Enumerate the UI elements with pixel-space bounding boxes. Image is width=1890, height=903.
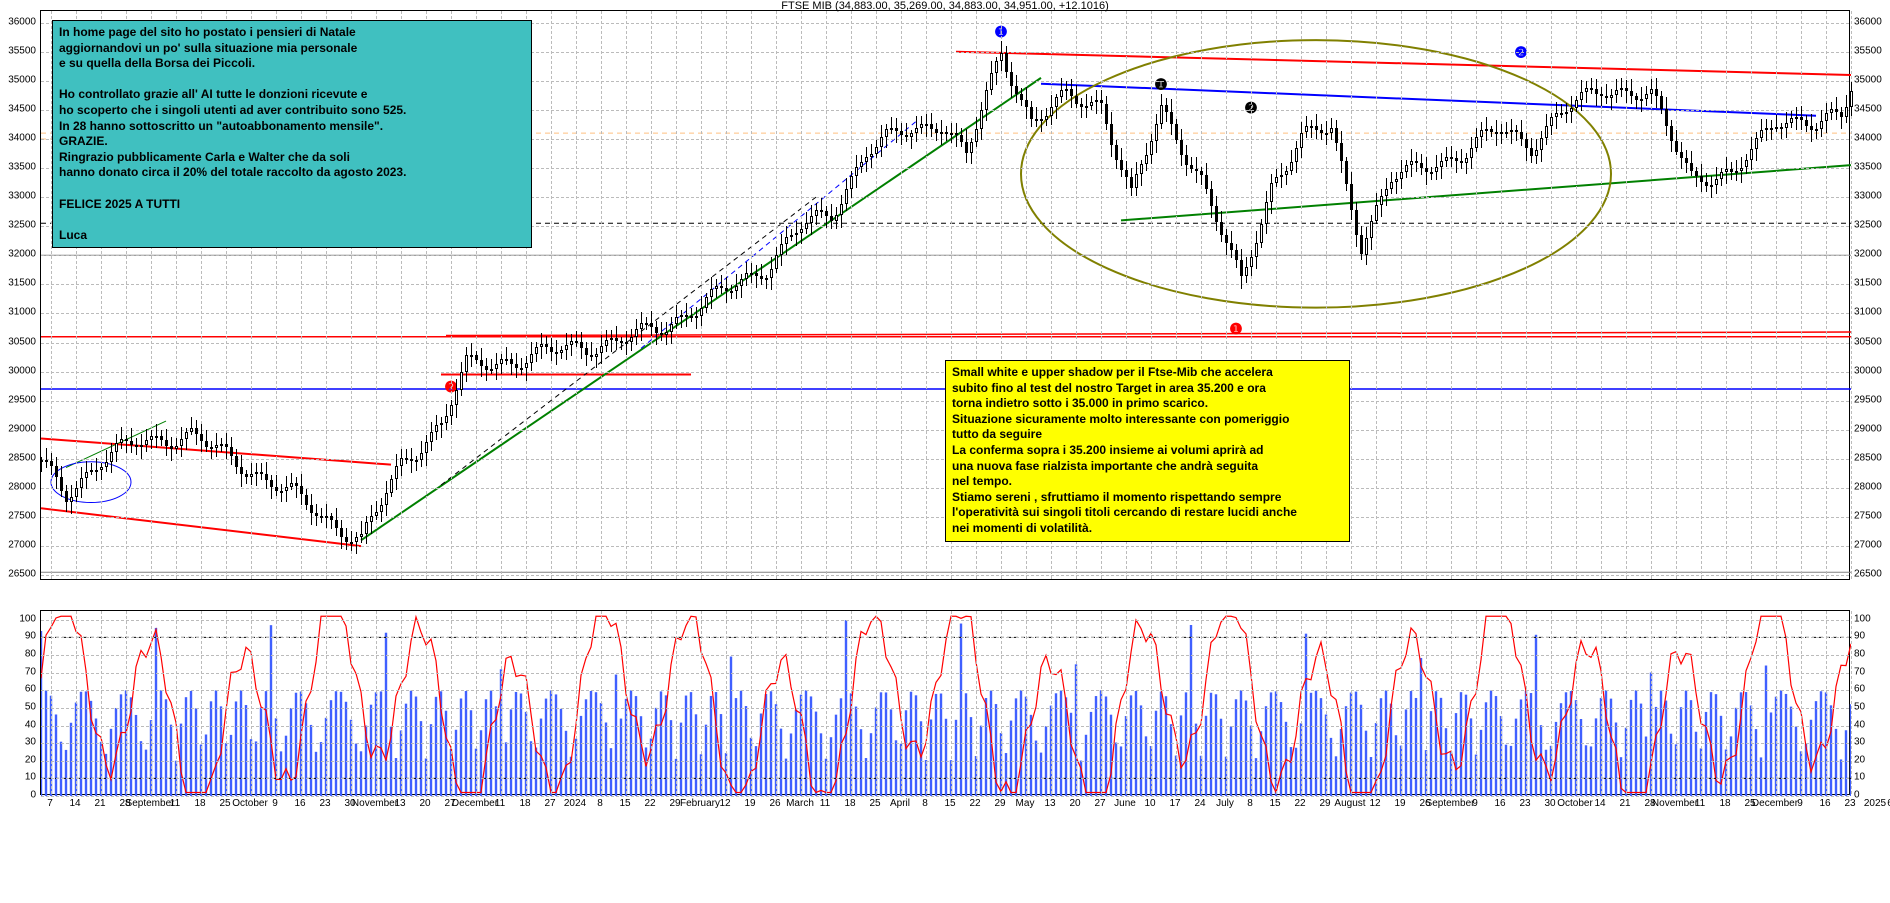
indicator-axis-right: 0102030405060708090100	[1852, 610, 1890, 795]
commentary-box-yellow: Small white e upper shadow per il Ftse-M…	[945, 360, 1350, 542]
svg-text:❶: ❶	[1229, 321, 1242, 338]
indicator-panel[interactable]	[40, 610, 1850, 795]
x-axis: 7142128September111825October9162330Nove…	[40, 796, 1850, 824]
price-axis-left: 2650027000275002800028500290002950030000…	[0, 10, 38, 580]
svg-text:❶: ❶	[1154, 77, 1167, 94]
commentary-box-teal: In home page del sito ho postato i pensi…	[52, 20, 532, 248]
indicator-axis-left: 0102030405060708090100	[0, 610, 38, 795]
indicator-overlay	[41, 611, 1851, 796]
price-axis-right: 2650027000275002800028500290002950030000…	[1852, 10, 1890, 580]
chart-container: FTSE MIB (34,883.00, 35,269.00, 34,883.0…	[0, 0, 1890, 903]
